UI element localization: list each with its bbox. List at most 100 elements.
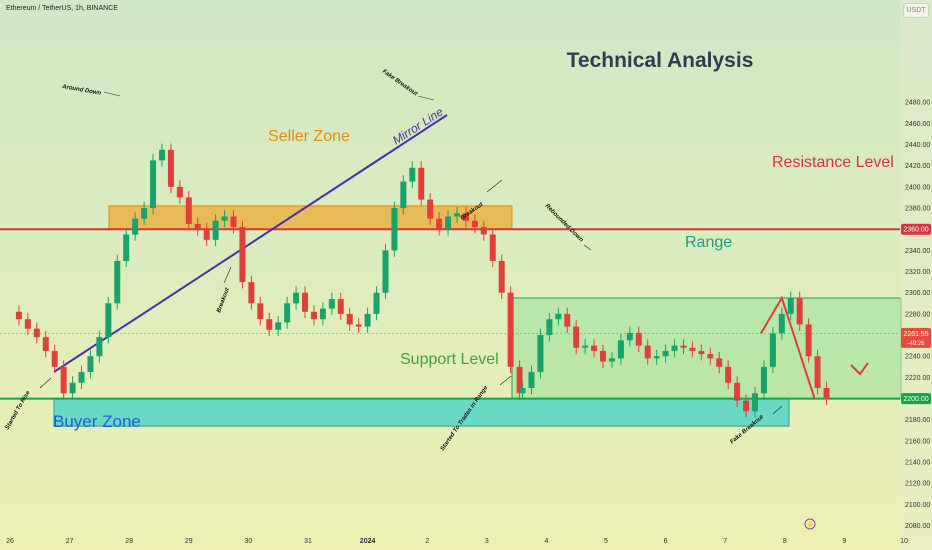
candle-body <box>462 213 469 221</box>
candle-body <box>310 311 317 320</box>
candle-body <box>221 216 228 221</box>
seller-zone-label: Seller Zone <box>268 128 350 145</box>
candle-body <box>769 333 776 367</box>
seller-zone <box>108 205 513 230</box>
candle-body <box>239 227 246 283</box>
candle-body <box>519 387 526 394</box>
time-tick-label: 10 <box>900 538 908 545</box>
time-tick-label: 6 <box>664 538 668 545</box>
candle-body <box>257 303 264 320</box>
time-tick-label: 3 <box>485 538 489 545</box>
candle-body <box>33 328 40 338</box>
time-tick-label: 28 <box>125 538 133 545</box>
candle-body <box>87 356 94 373</box>
candle-body <box>364 313 371 327</box>
candle-body <box>689 347 696 351</box>
candle-body <box>105 303 112 338</box>
price-markers: 2360.00 2261.55 -49:26 2200.00 <box>901 223 931 405</box>
candle-body <box>516 366 523 394</box>
time-tick-label: 9 <box>842 538 846 545</box>
candle-body <box>752 393 758 412</box>
candle-body <box>680 345 687 348</box>
candle-body <box>644 345 651 359</box>
candle-body <box>319 308 326 320</box>
candle-body <box>671 345 678 351</box>
annotation-fake-breakout-top: Fake Breakout <box>381 69 419 98</box>
candle-body <box>337 299 344 314</box>
price-tick-label: 2440.00 <box>905 142 930 149</box>
buyer-zone-label: Buyer Zone <box>53 412 141 431</box>
lightning-icon[interactable] <box>804 518 816 530</box>
price-tick-label: 2400.00 <box>905 184 930 191</box>
price-tick-label: 2280.00 <box>905 311 930 318</box>
price-axis-ticks: 2080.00 2100.00 2120.00 2140.00 2160.00 2180.… <box>905 100 930 530</box>
candle-body <box>498 260 505 293</box>
candle-body <box>635 332 642 346</box>
candle-body <box>600 350 607 362</box>
candle-body <box>427 199 434 219</box>
time-axis-ticks: 26 27 28 29 30 31 2024 2 3 4 5 6 7 8 9 10 <box>6 538 908 545</box>
candle-body <box>176 186 183 198</box>
annotation-arrow <box>499 375 512 386</box>
candle-body <box>814 356 821 388</box>
price-tick-label: 2120.00 <box>905 481 930 488</box>
candle-body <box>445 216 452 230</box>
price-tick-label: 2300.00 <box>905 290 930 297</box>
resistance-label: Resistance Level <box>772 154 894 171</box>
price-tick-label: 2180.00 <box>905 417 930 424</box>
price-tick-label: 2480.00 <box>905 100 930 107</box>
candle-body <box>78 372 85 383</box>
candle-body <box>626 332 633 341</box>
candle-body <box>212 220 219 240</box>
candle-body <box>787 298 794 314</box>
annotation-rebounded-down: Rebounded Down <box>544 203 585 244</box>
price-tick-label: 2220.00 <box>905 375 930 382</box>
time-tick-label: 7 <box>723 538 727 545</box>
candle-body <box>51 350 58 367</box>
candle-body <box>194 223 201 230</box>
candle-body <box>158 149 165 161</box>
mirror-line <box>53 114 448 373</box>
candle-body <box>725 366 732 383</box>
price-tick-label: 2160.00 <box>905 438 930 445</box>
candle-body <box>537 335 544 373</box>
candle-body <box>123 234 130 261</box>
candle-body <box>382 250 389 293</box>
annotation-arrow <box>583 244 592 251</box>
price-tick-label: 2100.00 <box>905 502 930 509</box>
candle-body <box>15 311 22 320</box>
candle-body <box>42 337 49 351</box>
support-label: Support Level <box>400 351 499 368</box>
candle-body <box>114 260 121 304</box>
annotation-arrow <box>39 377 52 389</box>
candle-body <box>293 292 300 304</box>
candle-body <box>480 227 487 235</box>
price-tick-label: 2460.00 <box>905 121 930 128</box>
time-tick-label: 2024 <box>360 538 376 545</box>
candle-body <box>185 197 192 224</box>
price-tick-label: 2420.00 <box>905 163 930 170</box>
candle-body <box>698 350 705 355</box>
price-tick-label: 2240.00 <box>905 354 930 361</box>
annotation-breakout-left: Breakout <box>216 286 231 313</box>
time-tick-label: 5 <box>604 538 608 545</box>
price-marker-countdown: -49:26 <box>907 341 925 347</box>
lightning-glyph: ⚡ <box>806 520 815 529</box>
candle-body <box>778 313 785 334</box>
price-marker-label: 2360.00 <box>903 227 928 234</box>
candle-body <box>743 400 750 412</box>
candle-body <box>230 216 237 228</box>
candle-body <box>328 299 335 309</box>
symbol-header: Ethereum / TetherUS, 1h, BINANCE <box>6 5 118 12</box>
candle-body <box>284 303 291 323</box>
candle-body <box>555 313 562 320</box>
range-zone <box>511 297 902 400</box>
candle-body <box>275 322 282 330</box>
price-series <box>15 143 830 418</box>
time-tick-label: 26 <box>6 538 14 545</box>
candle-body <box>373 292 380 314</box>
candle-body <box>617 340 624 359</box>
annotation-arrow <box>103 91 121 97</box>
price-axis <box>900 0 932 550</box>
